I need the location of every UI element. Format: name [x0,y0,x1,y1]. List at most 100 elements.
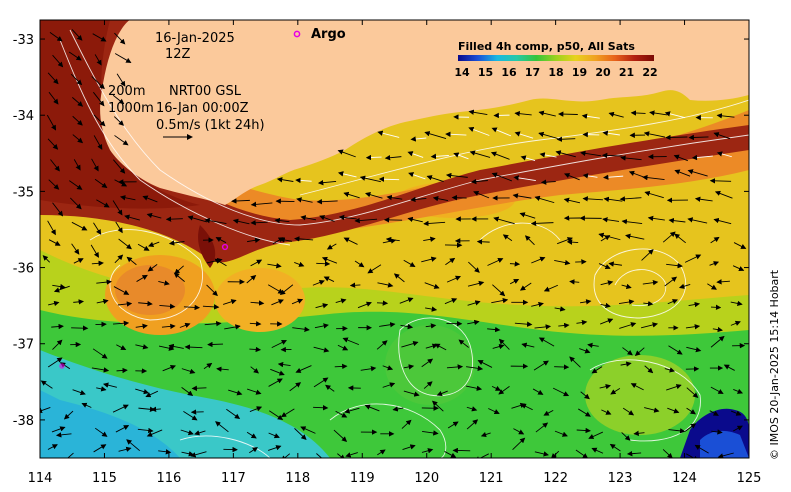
current-vector [314,323,329,329]
current-vector [382,382,396,388]
current-vector [334,363,348,370]
current-vector [147,264,158,272]
current-vector [534,451,549,457]
current-vector [67,452,74,458]
current-vector [634,347,645,357]
current-vector [337,149,356,158]
current-vector [168,240,185,246]
current-vector [52,54,64,68]
current-vector [246,431,257,439]
current-vector [91,367,110,373]
current-vector [228,389,243,396]
current-vector [403,259,416,268]
current-vector [685,453,699,458]
current-vector [204,217,227,224]
current-vector [250,366,260,374]
current-vector [135,344,149,350]
current-vector [509,261,521,267]
argo-label: Argo [311,27,346,42]
current-vector [135,323,148,329]
current-vector [52,283,66,290]
current-vector [300,215,317,221]
current-vector [289,382,302,392]
current-vector [68,51,82,61]
current-vector [578,408,591,417]
current-vector [684,254,702,263]
current-vector [250,220,268,226]
current-vector [423,381,433,389]
current-vector [538,131,558,139]
current-vector [451,195,467,201]
current-vector [384,155,402,161]
current-vector [268,410,284,421]
current-vector [620,361,632,367]
current-vector [539,152,557,158]
current-vector [90,244,99,258]
current-vector [337,344,349,351]
current-vector [94,178,108,189]
current-vector [600,318,614,325]
current-vector [664,276,678,287]
current-vector [446,275,461,283]
current-vector [126,256,137,266]
current-vector [81,402,92,408]
current-vector [112,200,123,216]
current-vector [480,431,491,438]
current-vector [557,237,573,245]
current-vector [385,236,400,243]
current-vector [601,152,623,159]
current-vector [458,339,469,348]
model-time-label: 16-Jan 00:00Z [156,101,249,116]
current-vector [477,360,493,368]
y-tick-label: -33 [13,33,34,48]
current-vector [444,298,458,305]
current-vector [509,278,520,285]
current-vector [321,256,338,264]
current-vector [402,444,416,450]
current-vector [116,367,128,374]
current-vector [467,319,480,326]
current-vector [619,322,637,329]
current-vector [291,298,304,305]
current-vector [335,298,347,304]
current-vector [183,304,201,311]
current-vector [158,449,172,455]
current-vector [204,320,222,327]
current-vector [474,453,490,458]
current-vector [469,150,491,158]
current-vector [315,303,329,309]
current-vector [532,388,544,395]
scale-label: 0.5m/s (1kt 24h) [156,118,265,133]
current-vector [316,261,331,267]
current-vector [40,380,53,389]
current-vector [377,130,400,138]
current-vector [564,173,580,181]
current-vector [94,427,108,437]
current-vector [602,174,624,180]
current-vector [467,300,481,306]
current-vector [183,411,198,421]
current-vector [558,322,570,329]
current-vector [710,236,720,244]
current-vector [325,384,335,392]
current-vector [444,451,457,458]
current-vector [491,127,512,137]
current-vector [723,364,735,371]
current-vector [534,195,555,204]
current-vector [716,113,735,119]
current-vector [52,202,64,217]
current-vector [520,155,536,162]
current-vector [647,215,665,222]
current-vector [271,299,284,306]
current-vector [425,306,438,312]
current-vector [367,264,382,274]
current-vector [92,348,108,359]
current-vector [249,321,262,327]
current-vector [116,73,126,87]
current-vector [190,451,207,458]
current-vector [554,430,568,437]
current-vector [354,217,378,224]
current-vector [424,131,447,139]
current-vector [664,111,686,119]
